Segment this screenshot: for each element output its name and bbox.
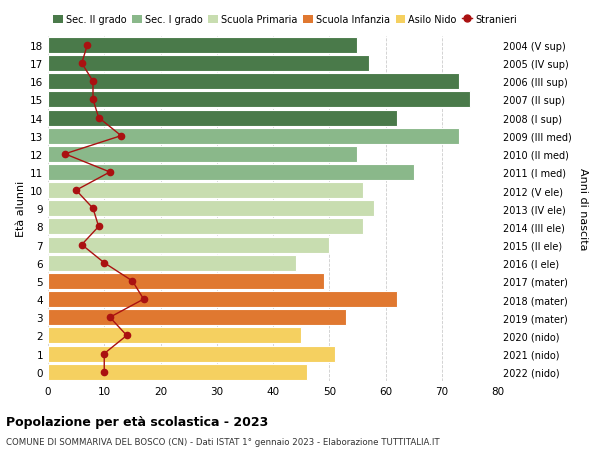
Bar	[48, 92, 470, 108]
Bar	[48, 146, 358, 162]
Bar	[48, 309, 346, 325]
Text: COMUNE DI SOMMARIVA DEL BOSCO (CN) - Dati ISTAT 1° gennaio 2023 - Elaborazione T: COMUNE DI SOMMARIVA DEL BOSCO (CN) - Dat…	[6, 437, 440, 446]
Text: Popolazione per età scolastica - 2023: Popolazione per età scolastica - 2023	[6, 415, 268, 428]
Bar	[48, 201, 374, 217]
Bar	[48, 291, 397, 308]
Bar	[48, 364, 307, 380]
Y-axis label: Anni di nascita: Anni di nascita	[578, 168, 588, 250]
Bar	[48, 346, 335, 362]
Bar	[48, 165, 413, 180]
Bar	[48, 74, 458, 90]
Bar	[48, 129, 458, 144]
Bar	[48, 219, 363, 235]
Bar	[48, 56, 368, 72]
Bar	[48, 183, 363, 199]
Bar	[48, 237, 329, 253]
Bar	[48, 110, 397, 126]
Bar	[48, 274, 323, 289]
Legend: Sec. II grado, Sec. I grado, Scuola Primaria, Scuola Infanzia, Asilo Nido, Stran: Sec. II grado, Sec. I grado, Scuola Prim…	[53, 15, 517, 25]
Y-axis label: Età alunni: Età alunni	[16, 181, 26, 237]
Bar	[48, 328, 301, 344]
Bar	[48, 255, 296, 271]
Bar	[48, 38, 358, 54]
